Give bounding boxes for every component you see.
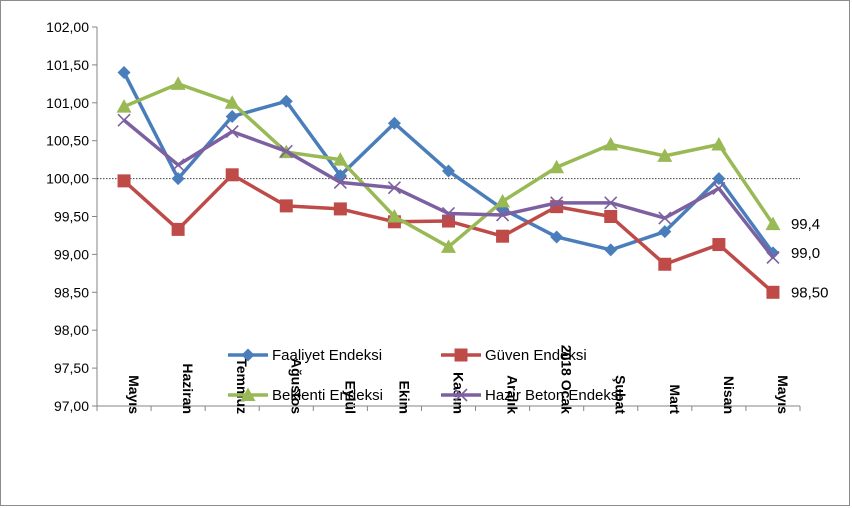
y-tick-label: 101,50 [46,57,89,73]
legend-label: Faaliyet Endeksi [272,347,382,364]
data-point [712,238,726,252]
data-point [658,211,672,225]
data-point [333,202,347,216]
y-tick-label: 100,00 [46,171,89,187]
data-point [603,136,619,151]
data-point [550,196,564,210]
legend-label: Güven Endeksi [485,347,587,364]
x-category-label: Haziran [180,363,196,414]
data-point [495,193,511,208]
data-point [117,65,131,79]
data-point [766,246,780,260]
series-group [116,65,781,299]
x-category-label: Mayıs [775,375,791,414]
x-category-label: Temmuz [234,358,250,414]
data-point [442,164,455,178]
y-tick-label: 101,00 [46,95,89,111]
data-point [549,159,565,174]
legend-entry: Beklenti Endeksi [228,387,383,404]
data-point [225,109,239,123]
data-point [170,76,186,90]
y-tick-label: 97,50 [54,360,89,376]
data-point [496,229,510,243]
legend-swatch-marker [454,388,468,402]
series-line [122,118,775,259]
x-category-label: Aralık [505,375,521,414]
y-tick-label: 102,00 [46,19,89,35]
data-point [766,250,780,264]
legend-swatch-marker [454,348,468,362]
y-tick-label: 98,50 [54,284,89,300]
x-category-label: Şubat [613,375,629,414]
end-value-label: 98,50 [791,284,829,301]
legend-entry: Güven Endeksi [441,347,587,364]
data-point [441,206,456,221]
data-point [279,199,293,213]
data-point [604,210,618,223]
data-point [657,148,673,162]
data-point [171,222,185,236]
data-point [550,230,564,244]
data-point [117,113,131,127]
y-tick-label: 97,00 [54,398,89,414]
data-point [333,175,347,189]
series-haz-r-beton-endeksi [117,113,780,264]
series-faaliyet-endeksi [117,65,780,260]
legend: Faaliyet Endeksi Güven Endeksi Beklenti En… [228,347,622,404]
end-labels: 99,0 98,50 99,4 [791,216,829,301]
data-point [712,172,726,186]
legend-label: Beklenti Endeksi [272,387,383,404]
data-point [766,285,780,299]
end-value-label: 99,0 [791,245,820,262]
data-point [386,209,402,223]
legend-entry: Faaliyet Endeksi [228,347,382,364]
data-point [225,168,239,182]
data-point [171,158,185,172]
x-category-label: Nisan [721,376,737,414]
data-point [116,99,132,113]
data-point [658,257,672,271]
data-point [171,172,185,186]
data-point [442,214,455,228]
data-point [387,116,401,130]
data-point [117,174,131,188]
y-tick-label: 99,00 [54,246,89,262]
data-point [658,225,672,239]
data-point [387,181,401,195]
legend-swatch-marker [240,387,256,401]
x-category-label: Mart [667,384,683,414]
x-category-label: Mayıs [126,375,142,414]
data-point [496,208,510,222]
data-point [225,125,239,139]
y-tick-label: 100,50 [46,133,89,149]
data-point [332,152,348,166]
data-point [279,94,293,108]
x-category-label: Ekim [396,381,412,414]
data-point [765,216,781,231]
data-point [604,243,618,257]
y-axis-ticks: 97,00 97,50 98,00 98,50 99,00 99,50 100,00 100,… [46,19,97,414]
legend-label: Hazır Beton Endeksi [485,387,622,404]
end-value-label: 99,4 [791,216,820,233]
x-category-label: 2018 Ocak [559,345,575,414]
data-point [711,136,727,151]
series-g-ven-endeksi [117,168,780,299]
data-point [279,144,293,158]
x-category-label: Eylül [342,381,358,414]
x-axis-ticks: MayısHaziranTemmuzAğustosEylülEkimKasımA… [96,345,801,414]
data-point [604,196,618,210]
legend-swatch-marker [241,348,255,362]
data-point [224,95,240,109]
data-point [712,181,726,196]
y-tick-label: 99,50 [54,209,89,225]
legend-entry: Hazır Beton Endeksi [441,387,622,404]
series-line [122,173,775,294]
x-category-label: Ağustos [288,358,304,414]
y-tick-label: 98,00 [54,322,89,338]
data-point [441,239,456,253]
series-beklenti-endeksi [116,76,781,253]
